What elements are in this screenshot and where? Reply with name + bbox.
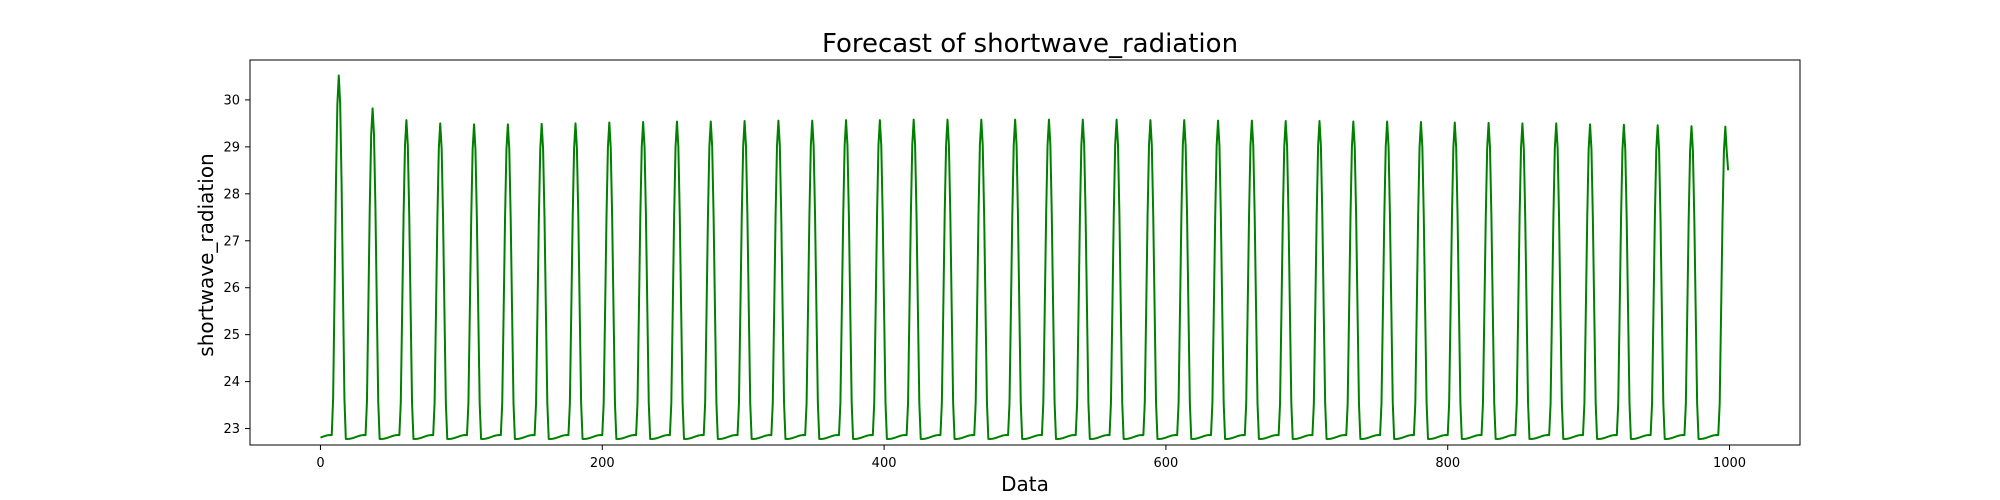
y-axis: 23 24 25 26 27 28 29 30 (223, 93, 250, 437)
y-tick-label: 26 (223, 281, 240, 296)
chart-title: Forecast of shortwave_radiation (822, 29, 1238, 59)
y-tick-label: 30 (223, 93, 240, 108)
x-tick-label: 0 (316, 456, 324, 471)
x-tick-label: 600 (1153, 456, 1178, 471)
x-tick-label: 400 (872, 456, 897, 471)
y-tick-label: 29 (223, 140, 240, 155)
y-axis-label: shortwave_radiation (194, 153, 218, 356)
y-tick-label: 25 (223, 328, 240, 343)
x-tick-label: 200 (590, 456, 615, 471)
x-tick-label: 1000 (1713, 456, 1746, 471)
y-tick-label: 28 (223, 187, 240, 202)
y-tick-label: 27 (223, 234, 240, 249)
series-line (320, 74, 1730, 440)
x-axis-label: Data (1001, 472, 1049, 496)
y-tick-label: 24 (223, 375, 240, 390)
plot-area (249, 59, 1801, 446)
x-tick-label: 800 (1435, 456, 1460, 471)
x-axis: 0 200 400 600 800 1000 (316, 445, 1746, 471)
y-tick-label: 23 (223, 422, 240, 437)
